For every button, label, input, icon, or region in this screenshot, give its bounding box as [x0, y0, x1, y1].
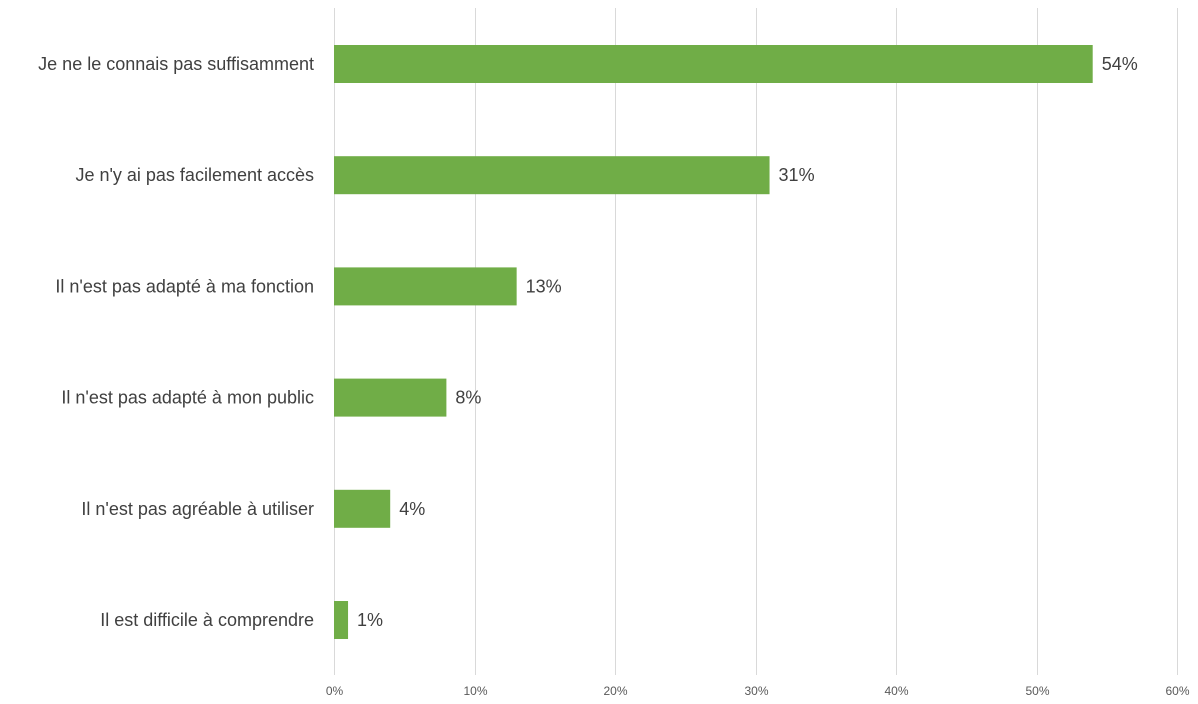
category-labels: Je ne le connais pas suffisamment Je n'y … — [38, 54, 314, 630]
x-tick-label: 50% — [1025, 684, 1049, 698]
bars — [334, 45, 1093, 639]
category-label: Il est difficile à comprendre — [100, 610, 314, 630]
x-tick-label: 40% — [884, 684, 908, 698]
gridlines — [334, 8, 1178, 675]
x-tick-label: 10% — [463, 684, 487, 698]
category-label: Il n'est pas agréable à utiliser — [81, 499, 314, 519]
bar — [334, 489, 391, 528]
data-label: 31% — [779, 165, 815, 185]
bar — [334, 378, 447, 417]
data-label: 1% — [357, 610, 383, 630]
x-tick-label: 20% — [603, 684, 627, 698]
category-label: Il n'est pas adapté à ma fonction — [55, 276, 314, 296]
bar — [334, 45, 1093, 83]
x-tick-label: 0% — [326, 684, 344, 698]
bar — [334, 267, 517, 306]
bar — [334, 156, 770, 195]
data-labels: 54% 31% 13% 8% 4% 1% — [357, 54, 1138, 630]
data-label: 54% — [1102, 54, 1138, 74]
category-label: Je ne le connais pas suffisamment — [38, 54, 314, 74]
data-label: 8% — [455, 388, 481, 408]
data-label: 4% — [399, 499, 425, 519]
category-label: Je n'y ai pas facilement accès — [75, 165, 314, 185]
x-tick-label: 60% — [1165, 684, 1189, 698]
x-axis-tick-labels: 0% 10% 20% 30% 40% 50% 60% — [326, 684, 1190, 698]
category-label: Il n'est pas adapté à mon public — [61, 388, 314, 408]
data-label: 13% — [526, 276, 562, 296]
x-tick-label: 30% — [744, 684, 768, 698]
bar — [334, 601, 349, 639]
